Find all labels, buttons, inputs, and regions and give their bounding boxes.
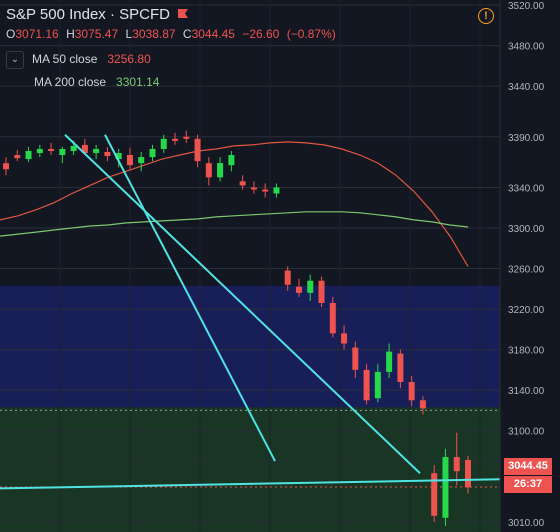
ma50-legend[interactable]: ⌄ MA 50 close 3256.80 [6, 51, 151, 69]
candle-body [341, 333, 348, 344]
candle-body [115, 153, 122, 160]
candle-body [104, 152, 111, 157]
symbol-title-row[interactable]: S&P 500 Index · SPCFD [6, 6, 188, 23]
price-tick-label: 3440.00 [508, 82, 545, 93]
open-value: 3071.16 [15, 27, 59, 41]
price-tick-label: 3180.00 [508, 346, 545, 357]
candle-body [465, 460, 471, 488]
candle-body [160, 138, 167, 149]
ma50-label: MA 50 close [32, 52, 98, 67]
candle-body [14, 155, 21, 159]
candle-body [126, 155, 133, 166]
candle-body [205, 163, 212, 178]
green-zone [0, 407, 500, 532]
candle-body [93, 148, 100, 154]
ma200-line [0, 211, 469, 237]
candle-body [70, 145, 77, 151]
trend-a [104, 134, 276, 462]
price-tick-label: 3220.00 [508, 305, 545, 316]
candle-body [228, 155, 235, 166]
candle-body [284, 270, 291, 285]
candle-body [318, 280, 325, 303]
candle-body [453, 457, 460, 472]
ohlc-legend: O3071.16 H3075.47 L3038.87 C3044.45 −26.… [6, 27, 340, 41]
price-tick-label: 3100.00 [508, 427, 545, 438]
ma50-line [0, 141, 469, 267]
low-label: L [125, 27, 133, 41]
candle-body [431, 473, 438, 516]
ma200-value: 3301.14 [116, 75, 160, 89]
candle-body [295, 286, 302, 293]
candle-body [408, 382, 415, 401]
last-price-label: 3044.45 [504, 458, 552, 475]
candle-body [374, 371, 381, 399]
trend-b [64, 134, 421, 474]
candle-body [262, 189, 269, 192]
symbol-title[interactable]: S&P 500 Index · SPCFD [6, 6, 170, 23]
candle-body [59, 148, 66, 156]
candle-body [352, 347, 359, 370]
support-line [0, 478, 501, 490]
candle-body [397, 353, 404, 383]
ma50-value: 3256.80 [107, 52, 151, 67]
candle-body [48, 148, 55, 151]
change-percent: (−0.87%) [286, 27, 336, 41]
open-label: O [6, 27, 16, 41]
candle-body [386, 351, 393, 372]
candle-body [172, 138, 179, 141]
change-value: −26.60 [242, 27, 280, 41]
candle-body [25, 150, 32, 160]
candle-body [442, 457, 449, 518]
candle-body [149, 148, 156, 158]
price-tick-label: 3010.00 [508, 518, 545, 529]
close-value: 3044.45 [191, 27, 235, 41]
price-tick-label: 3390.00 [508, 133, 545, 144]
price-tick-label: 3260.00 [508, 265, 545, 276]
candle-body [250, 187, 257, 190]
collapse-indicators-button[interactable]: ⌄ [6, 51, 24, 69]
candle-body [194, 138, 201, 162]
ma200-label: MA 200 close [34, 75, 107, 89]
close-label: C [182, 27, 192, 41]
price-tick-label: 3300.00 [508, 224, 545, 235]
candle-body [36, 148, 43, 154]
candle-body [217, 163, 224, 178]
price-tick-label: 3520.00 [508, 1, 545, 12]
low-value: 3038.87 [132, 27, 176, 41]
candle-body [329, 302, 336, 334]
alert-icon[interactable]: ! [478, 8, 494, 24]
high-label: H [66, 27, 75, 41]
price-tick-label: 3340.00 [508, 183, 545, 194]
candle-body [183, 136, 190, 139]
candle-body [307, 280, 314, 293]
candle-body [363, 369, 370, 401]
ma200-legend[interactable]: MA 200 close 3301.14 [34, 75, 159, 89]
candle-body [3, 163, 9, 170]
candle-body [273, 187, 280, 194]
candle-body [419, 400, 426, 409]
high-value: 3075.47 [74, 27, 119, 41]
candle-body [138, 157, 145, 164]
candle-body [239, 181, 246, 186]
candle-body [81, 144, 88, 154]
countdown-label: 26:37 [504, 476, 552, 493]
flag-icon[interactable] [177, 9, 188, 18]
price-tick-label: 3480.00 [508, 42, 545, 53]
blue-zone [0, 285, 500, 408]
price-tick-label: 3140.00 [508, 386, 545, 397]
